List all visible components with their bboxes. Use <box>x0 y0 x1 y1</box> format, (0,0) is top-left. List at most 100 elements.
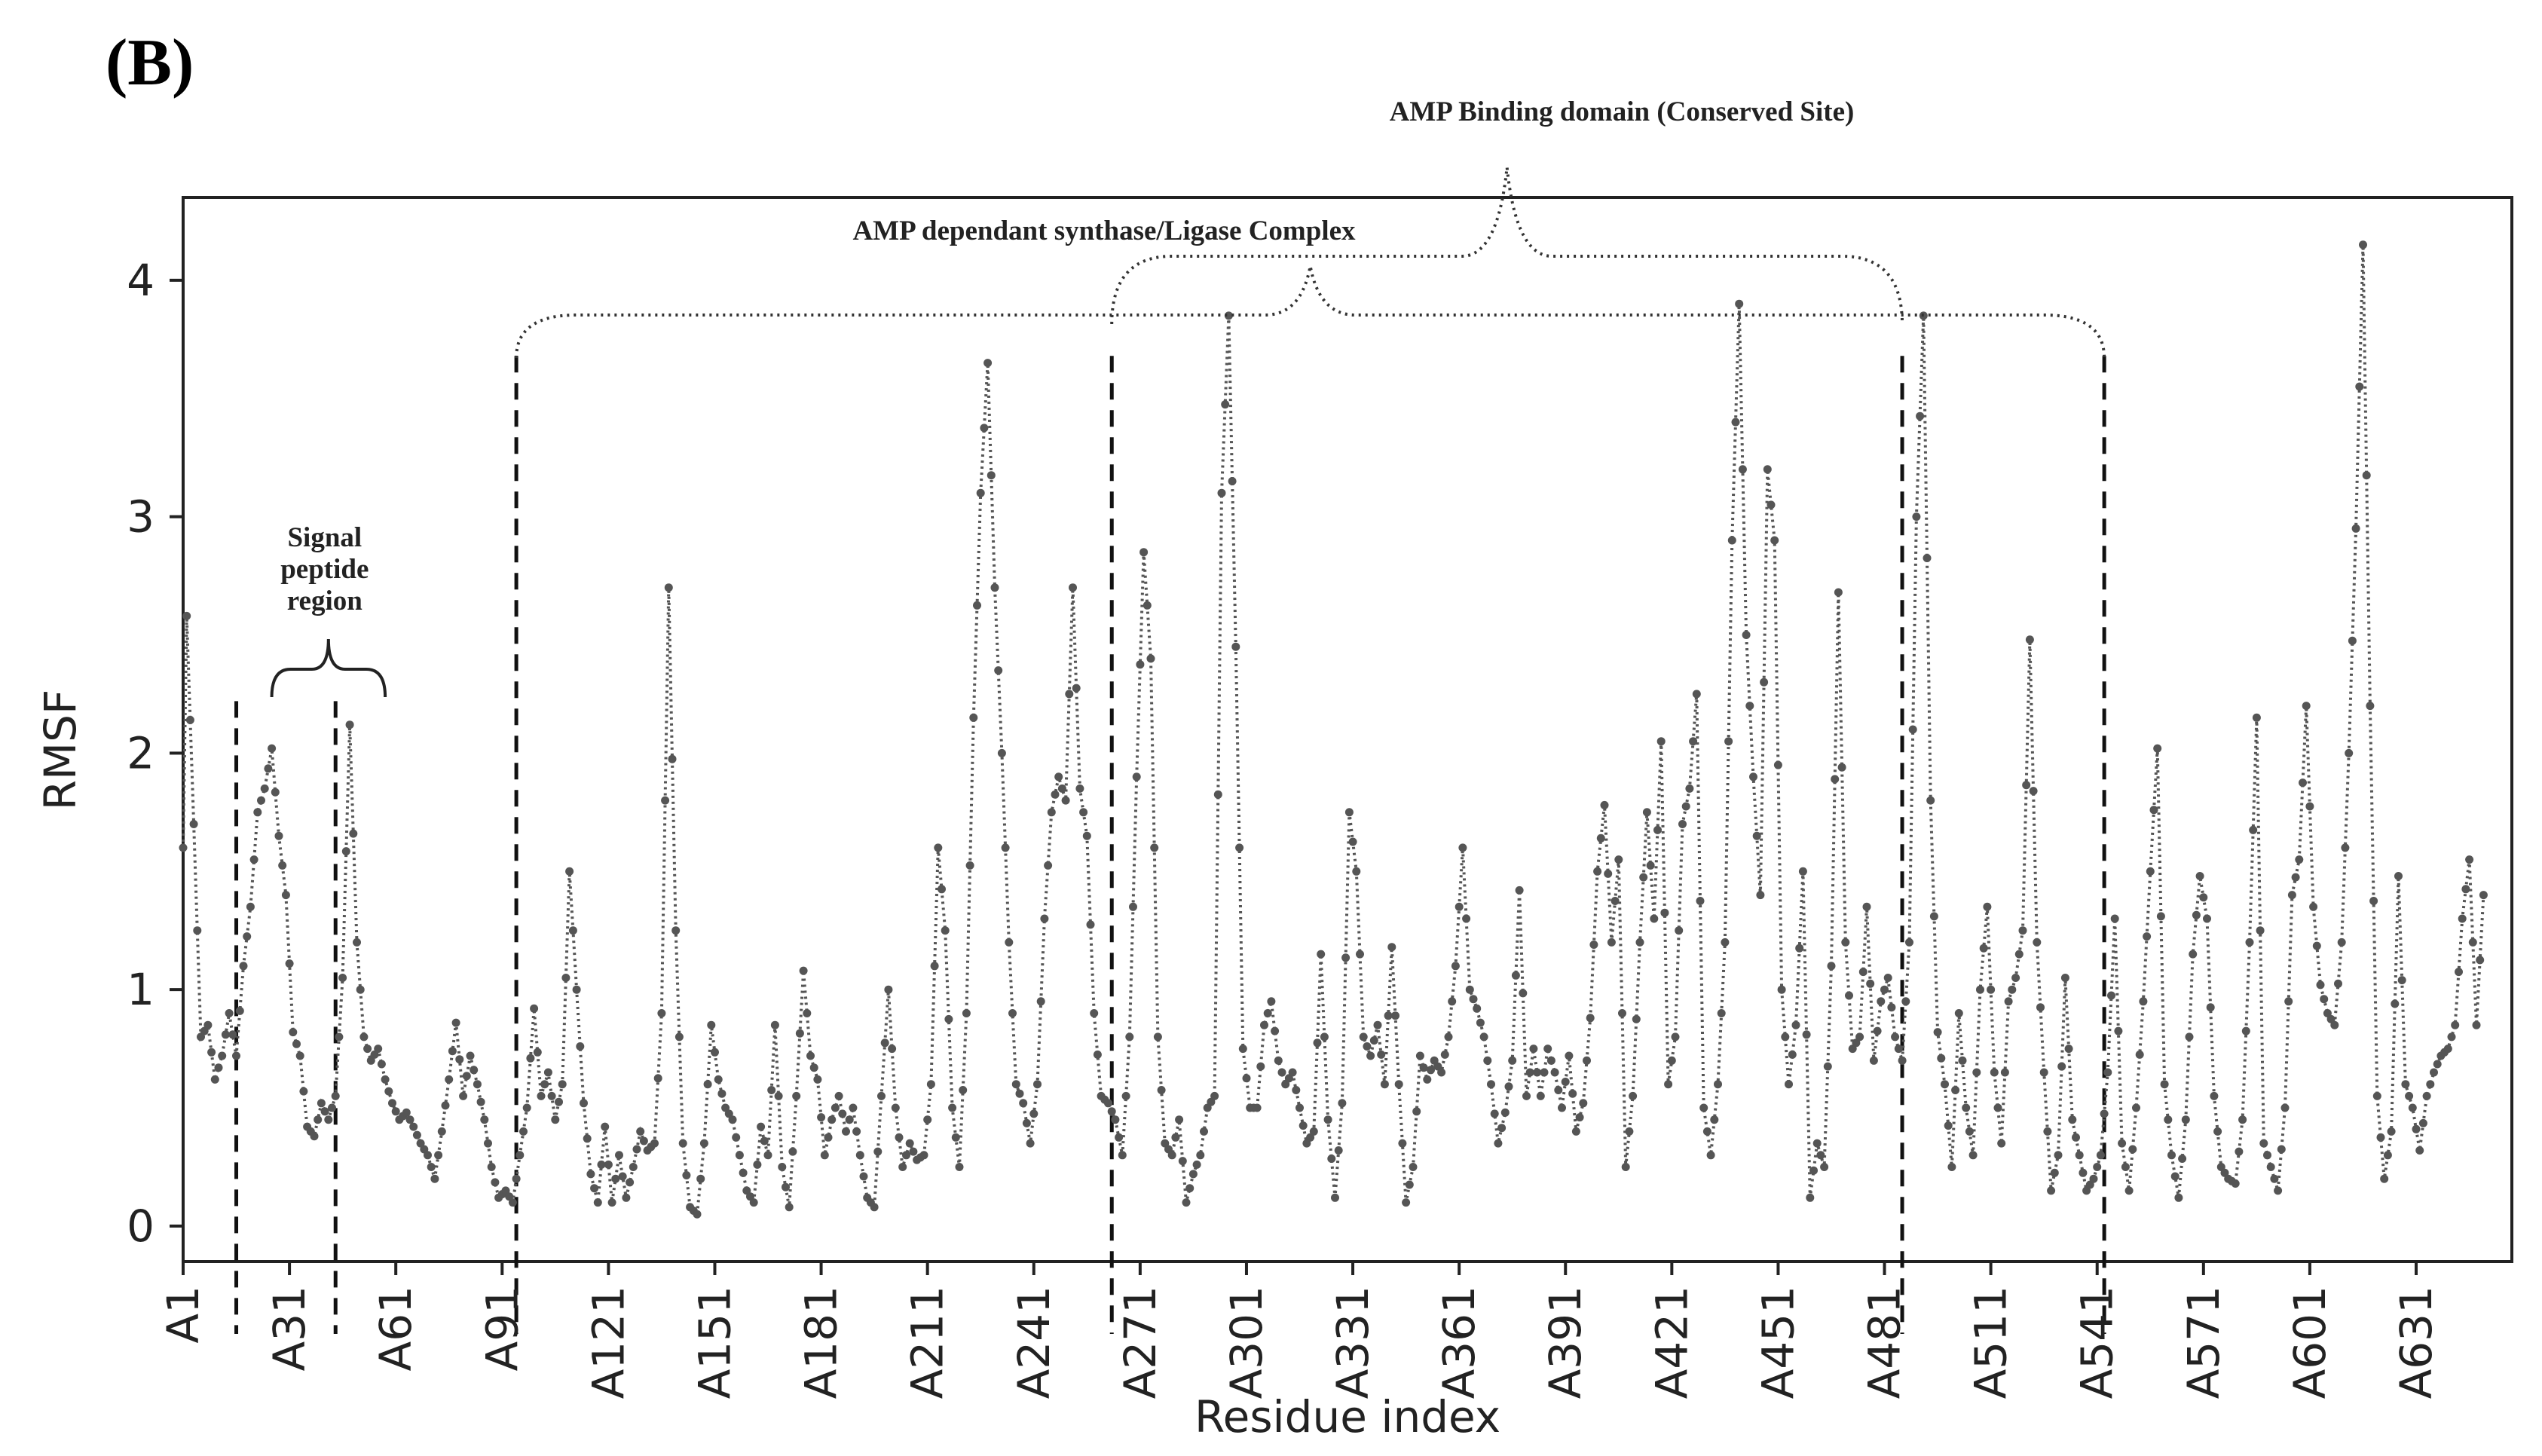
rmsf-point-537 <box>2082 1186 2091 1195</box>
rmsf-point-0 <box>179 843 188 852</box>
rmsf-point-304 <box>1256 1062 1265 1071</box>
y-tick-label-0: 0 <box>127 1201 154 1252</box>
rmsf-point-22 <box>257 796 265 805</box>
rmsf-point-332 <box>1356 950 1364 959</box>
rmsf-point-6 <box>200 1026 209 1035</box>
rmsf-point-584 <box>2249 825 2258 834</box>
rmsf-point-96 <box>519 1127 528 1136</box>
rmsf-point-248 <box>1057 784 1066 793</box>
rmsf-point-123 <box>615 1151 623 1160</box>
rmsf-point-583 <box>2245 938 2254 947</box>
rmsf-point-634 <box>2426 1080 2435 1089</box>
rmsf-point-601 <box>2309 902 2318 911</box>
rmsf-point-484 <box>1894 1045 1903 1054</box>
rmsf-point-502 <box>1958 1056 1967 1065</box>
rmsf-point-492 <box>1923 554 1932 562</box>
rmsf-point-223 <box>969 713 978 722</box>
rmsf-point-591 <box>2274 1186 2283 1195</box>
rmsf-point-476 <box>1866 979 1875 988</box>
rmsf-point-58 <box>384 1087 393 1096</box>
rmsf-point-508 <box>1979 944 1988 953</box>
rmsf-point-71 <box>430 1174 439 1183</box>
rmsf-point-602 <box>2312 941 2321 950</box>
rmsf-point-603 <box>2316 980 2325 990</box>
rmsf-point-397 <box>1586 1014 1595 1023</box>
rmsf-point-306 <box>1263 1009 1272 1017</box>
rmsf-point-270 <box>1136 660 1145 669</box>
rmsf-point-556 <box>2149 806 2158 815</box>
rmsf-point-523 <box>2033 938 2042 947</box>
rmsf-point-129 <box>636 1127 645 1136</box>
rmsf-point-400 <box>1596 834 1605 843</box>
rmsf-point-136 <box>661 796 670 805</box>
rmsf-point-64 <box>405 1115 414 1124</box>
rmsf-point-497 <box>1941 1080 1949 1089</box>
rmsf-point-442 <box>1745 702 1754 711</box>
rmsf-point-494 <box>1929 912 1938 921</box>
rmsf-point-10 <box>214 1063 223 1072</box>
rmsf-point-287 <box>1196 1151 1205 1160</box>
rmsf-point-212 <box>930 962 939 971</box>
x-tick-label-19: A571 <box>2178 1286 2229 1399</box>
rmsf-point-423 <box>1678 820 1687 828</box>
rmsf-point-461 <box>1812 1139 1822 1148</box>
rmsf-point-120 <box>604 1160 613 1169</box>
rmsf-point-220 <box>959 1086 968 1094</box>
rmsf-point-218 <box>951 1133 960 1142</box>
rmsf-point-50 <box>356 985 365 994</box>
rmsf-point-506 <box>1972 1068 1981 1077</box>
rmsf-point-473 <box>1855 1032 1864 1042</box>
rmsf-point-172 <box>788 1147 797 1156</box>
rmsf-point-330 <box>1348 837 1357 846</box>
rmsf-point-380 <box>1525 1068 1534 1077</box>
rmsf-point-526 <box>2043 1127 2052 1136</box>
rmsf-point-589 <box>2266 1163 2275 1171</box>
y-tick-label-4: 4 <box>127 255 154 306</box>
rmsf-point-137 <box>664 583 673 592</box>
rmsf-point-628 <box>2405 1091 2414 1100</box>
rmsf-point-240 <box>1029 1109 1039 1118</box>
rmsf-point-39 <box>317 1099 326 1108</box>
rmsf-point-342 <box>1391 1011 1399 1020</box>
rmsf-point-17 <box>239 962 248 971</box>
rmsf-point-560 <box>2164 1115 2173 1124</box>
rmsf-point-105 <box>551 1115 560 1124</box>
rmsf-point-399 <box>1593 867 1602 876</box>
rmsf-point-474 <box>1858 968 1867 977</box>
rmsf-point-12 <box>221 1030 230 1039</box>
y-axis-title: RMSF <box>35 690 86 811</box>
rmsf-point-646 <box>2468 938 2477 947</box>
rmsf-point-222 <box>965 861 974 870</box>
rmsf-point-31 <box>289 1028 298 1037</box>
rmsf-point-19 <box>246 902 255 911</box>
rmsf-point-309 <box>1274 1056 1283 1065</box>
rmsf-point-283 <box>1182 1198 1191 1207</box>
rmsf-point-566 <box>2185 1032 2194 1042</box>
rmsf-point-607 <box>2330 1020 2339 1029</box>
rmsf-point-505 <box>1968 1151 1978 1160</box>
rmsf-point-213 <box>934 843 943 852</box>
rmsf-point-616 <box>2362 471 2371 480</box>
y-tick-label-1: 1 <box>127 964 154 1015</box>
rmsf-point-261 <box>1104 1099 1112 1108</box>
rmsf-point-44 <box>335 1032 344 1042</box>
rmsf-point-313 <box>1288 1068 1297 1077</box>
rmsf-point-53 <box>366 1056 375 1065</box>
rmsf-point-612 <box>2348 636 2357 645</box>
rmsf-point-57 <box>381 1075 390 1084</box>
rmsf-point-433 <box>1714 1080 1722 1089</box>
rmsf-point-196 <box>873 1147 883 1156</box>
rmsf-point-94 <box>512 1174 521 1183</box>
rmsf-point-371 <box>1494 1139 1503 1148</box>
rmsf-point-588 <box>2263 1151 2271 1160</box>
rmsf-point-179 <box>813 1075 822 1084</box>
rmsf-point-8 <box>207 1048 216 1057</box>
rmsf-point-405 <box>1614 855 1623 864</box>
rmsf-point-402 <box>1604 869 1613 878</box>
rmsf-point-455 <box>1791 1020 1800 1029</box>
rmsf-point-635 <box>2430 1068 2438 1077</box>
rmsf-point-113 <box>580 1099 588 1108</box>
rmsf-point-271 <box>1139 548 1149 557</box>
rmsf-point-489 <box>1912 512 1921 522</box>
rmsf-point-456 <box>1795 944 1804 953</box>
